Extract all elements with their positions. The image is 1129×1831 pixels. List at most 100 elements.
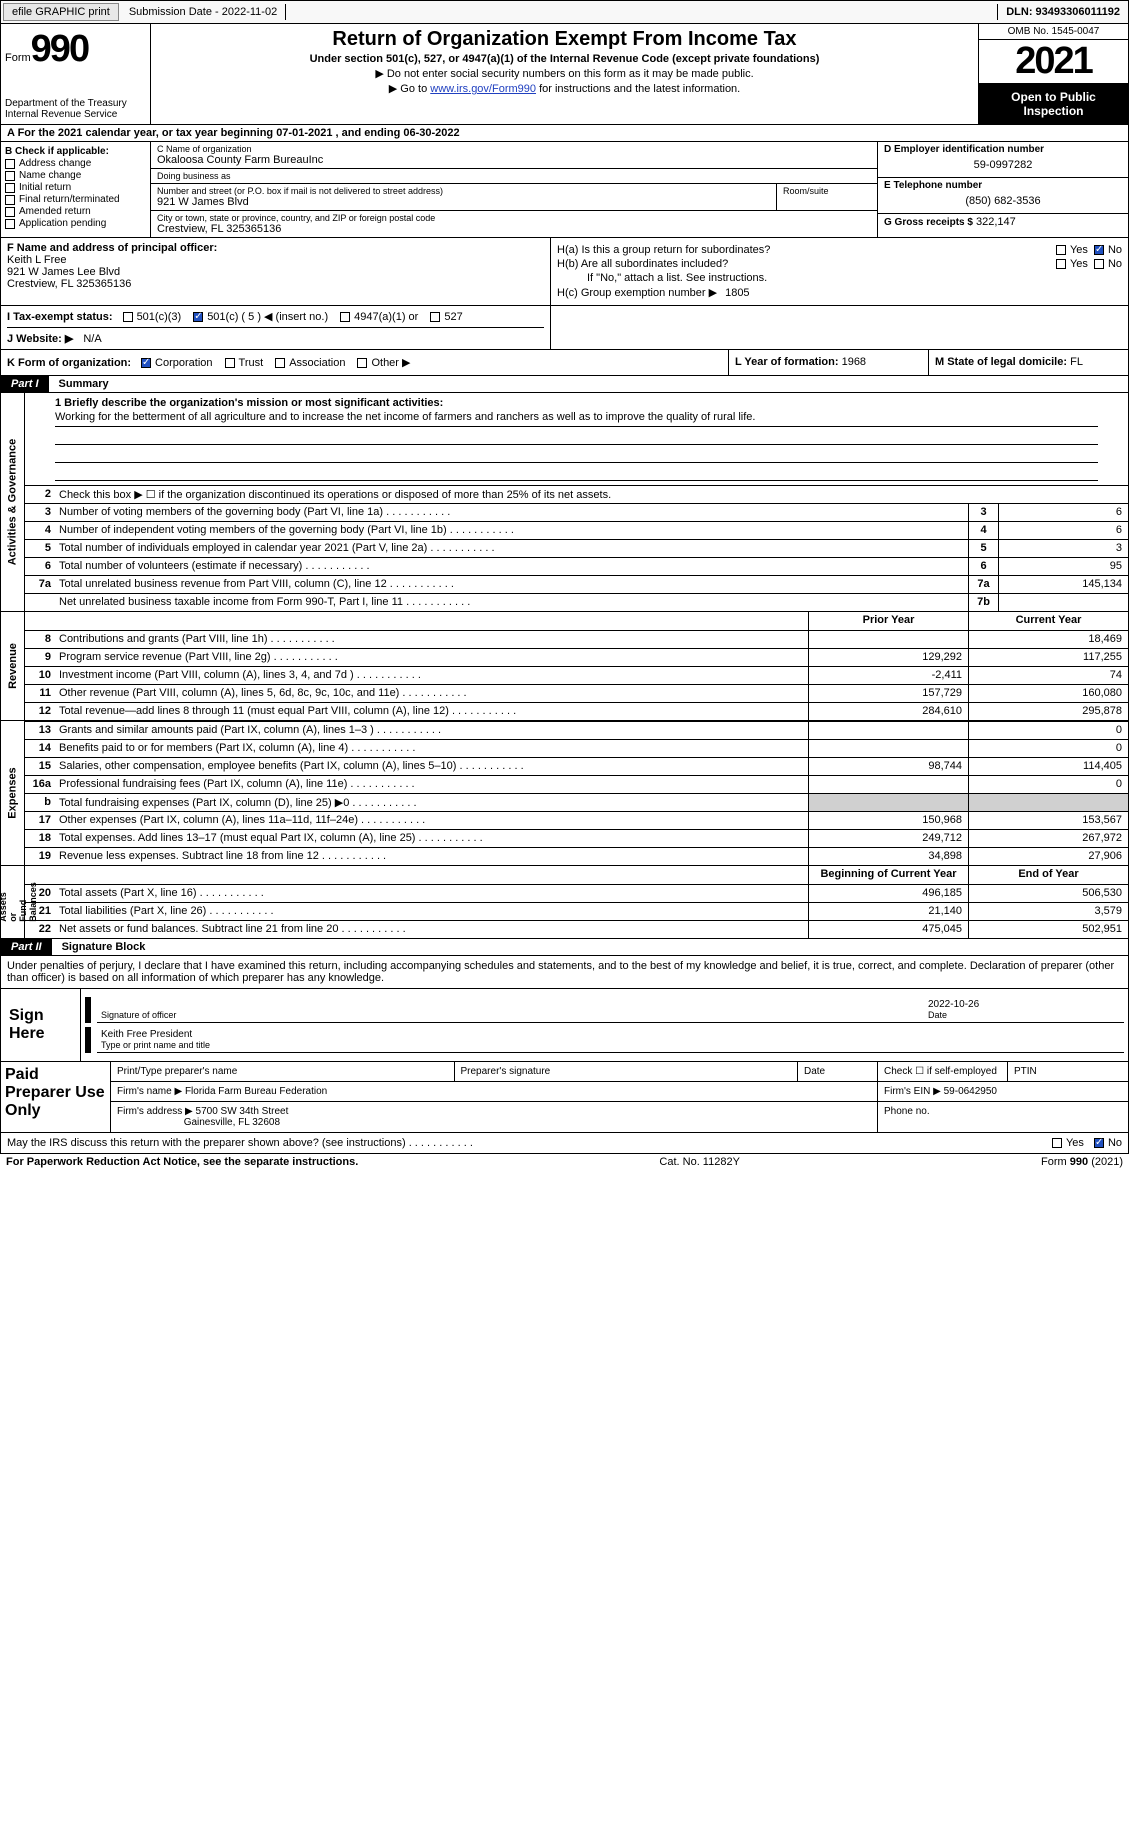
discuss-no-lbl: No	[1108, 1137, 1122, 1149]
current-year-hdr: Current Year	[968, 612, 1128, 630]
hb-yes-lbl: Yes	[1070, 258, 1088, 270]
tax-status-label: I Tax-exempt status:	[7, 311, 113, 323]
summary-line: 6Total number of volunteers (estimate if…	[25, 557, 1128, 575]
opt-assoc: Association	[289, 357, 345, 369]
state-domicile-lbl: M State of legal domicile:	[935, 356, 1067, 368]
section-bcd: B Check if applicable: Address change Na…	[0, 142, 1129, 237]
lbl-app-pending: Application pending	[19, 218, 106, 229]
chk-amended[interactable]	[5, 207, 15, 217]
chk-corp[interactable]	[141, 358, 151, 368]
end-year-hdr: End of Year	[968, 866, 1128, 884]
goto-pre: ▶ Go to	[389, 83, 430, 95]
chk-address-change[interactable]	[5, 159, 15, 169]
sig-date: 2022-10-26	[928, 999, 1120, 1010]
addr-value: 921 W James Blvd	[157, 196, 770, 208]
dln: DLN: 93493306011192	[997, 4, 1128, 20]
form-subtitle: Under section 501(c), 527, or 4947(a)(1)…	[155, 53, 974, 65]
col-b: B Check if applicable: Address change Na…	[1, 142, 151, 237]
sig-date-caption: Date	[928, 1010, 1120, 1020]
sign-here-label: Sign Here	[1, 989, 81, 1061]
footer-left: For Paperwork Reduction Act Notice, see …	[6, 1156, 358, 1168]
officer-label: F Name and address of principal officer:	[7, 242, 544, 254]
goto-line: ▶ Go to www.irs.gov/Form990 for instruct…	[155, 82, 974, 95]
summary-line: 5Total number of individuals employed in…	[25, 539, 1128, 557]
lbl-name-change: Name change	[19, 170, 81, 181]
declaration-text: Under penalties of perjury, I declare th…	[1, 956, 1128, 988]
ptin-lbl: PTIN	[1008, 1062, 1128, 1081]
firm-addr-lbl: Firm's address ▶	[117, 1106, 193, 1117]
ein-label: D Employer identification number	[884, 144, 1122, 155]
mission-label: 1 Briefly describe the organization's mi…	[55, 397, 1098, 409]
form-title: Return of Organization Exempt From Incom…	[155, 28, 974, 51]
opt-corp: Corporation	[155, 357, 212, 369]
hb-no[interactable]	[1094, 259, 1104, 269]
form-number-value: 990	[31, 28, 88, 71]
chk-527[interactable]	[430, 312, 440, 322]
summary-line: 10Investment income (Part VIII, column (…	[25, 666, 1128, 684]
form-word: Form	[5, 52, 31, 64]
irs-link[interactable]: www.irs.gov/Form990	[430, 83, 536, 95]
chk-501c3[interactable]	[123, 312, 133, 322]
part1-title: Summary	[49, 376, 119, 392]
hb-yes[interactable]	[1056, 259, 1066, 269]
hb-no-lbl: No	[1108, 258, 1122, 270]
chk-name-change[interactable]	[5, 171, 15, 181]
ha-no[interactable]	[1094, 245, 1104, 255]
footer: For Paperwork Reduction Act Notice, see …	[0, 1154, 1129, 1170]
tax-year: 2021	[979, 40, 1128, 84]
pp-date-lbl: Date	[798, 1062, 878, 1081]
summary-line: 4Number of independent voting members of…	[25, 521, 1128, 539]
chk-initial-return[interactable]	[5, 183, 15, 193]
summary-line: 14Benefits paid to or for members (Part …	[25, 739, 1128, 757]
firm-name-lbl: Firm's name ▶	[117, 1086, 182, 1097]
opt-trust: Trust	[239, 357, 264, 369]
hb-label: H(b) Are all subordinates included?	[557, 258, 1056, 270]
summary-line: 11Other revenue (Part VIII, column (A), …	[25, 684, 1128, 702]
begin-year-hdr: Beginning of Current Year	[808, 866, 968, 884]
chk-4947[interactable]	[340, 312, 350, 322]
ha-yes[interactable]	[1056, 245, 1066, 255]
submission-date: Submission Date - 2022-11-02	[121, 4, 286, 20]
discuss-yes[interactable]	[1052, 1138, 1062, 1148]
firm-name: Florida Farm Bureau Federation	[185, 1086, 327, 1097]
opt-other: Other ▶	[371, 356, 410, 369]
phone-lbl: Phone no.	[878, 1102, 1128, 1132]
chk-other[interactable]	[357, 358, 367, 368]
top-bar: efile GRAPHIC print Submission Date - 20…	[0, 0, 1129, 24]
paid-preparer-label: Paid Preparer Use Only	[1, 1062, 111, 1132]
ein-value: 59-0997282	[884, 155, 1122, 175]
part2-header: Part II Signature Block	[0, 939, 1129, 956]
fgh-row: F Name and address of principal officer:…	[0, 237, 1129, 306]
footer-right: Form 990 (2021)	[1041, 1156, 1123, 1168]
chk-trust[interactable]	[225, 358, 235, 368]
summary-line: bTotal fundraising expenses (Part IX, co…	[25, 793, 1128, 811]
chk-501c[interactable]	[193, 312, 203, 322]
summary-line: 15Salaries, other compensation, employee…	[25, 757, 1128, 775]
gross-value: 322,147	[976, 216, 1016, 228]
chk-final-return[interactable]	[5, 195, 15, 205]
summary-line: Net unrelated business taxable income fr…	[25, 593, 1128, 611]
website-value: N/A	[83, 333, 101, 345]
summary-line: 7aTotal unrelated business revenue from …	[25, 575, 1128, 593]
city-label: City or town, state or province, country…	[157, 213, 871, 223]
chk-app-pending[interactable]	[5, 219, 15, 229]
opt-527: 527	[444, 311, 462, 323]
part2-label: Part II	[1, 939, 52, 955]
goto-post: for instructions and the latest informat…	[536, 83, 740, 95]
chk-assoc[interactable]	[275, 358, 285, 368]
opt-4947: 4947(a)(1) or	[354, 311, 418, 323]
footer-mid: Cat. No. 11282Y	[358, 1156, 1041, 1168]
side-expenses: Expenses	[7, 767, 19, 818]
discuss-no[interactable]	[1094, 1138, 1104, 1148]
firm-ein-lbl: Firm's EIN ▶	[884, 1086, 941, 1097]
revenue-section: Revenue Prior Year Current Year 8Contrib…	[0, 612, 1129, 721]
firm-addr2: Gainesville, FL 32608	[184, 1117, 280, 1128]
discuss-text: May the IRS discuss this return with the…	[7, 1137, 1052, 1149]
year-formation-val: 1968	[842, 356, 866, 368]
col-b-label: B Check if applicable:	[5, 146, 146, 157]
form-header: Form 990 Department of the Treasury Inte…	[0, 24, 1129, 125]
efile-print-button[interactable]: efile GRAPHIC print	[3, 3, 119, 21]
dba-label: Doing business as	[157, 171, 871, 181]
ha-yes-lbl: Yes	[1070, 244, 1088, 256]
ha-label: H(a) Is this a group return for subordin…	[557, 244, 1056, 256]
